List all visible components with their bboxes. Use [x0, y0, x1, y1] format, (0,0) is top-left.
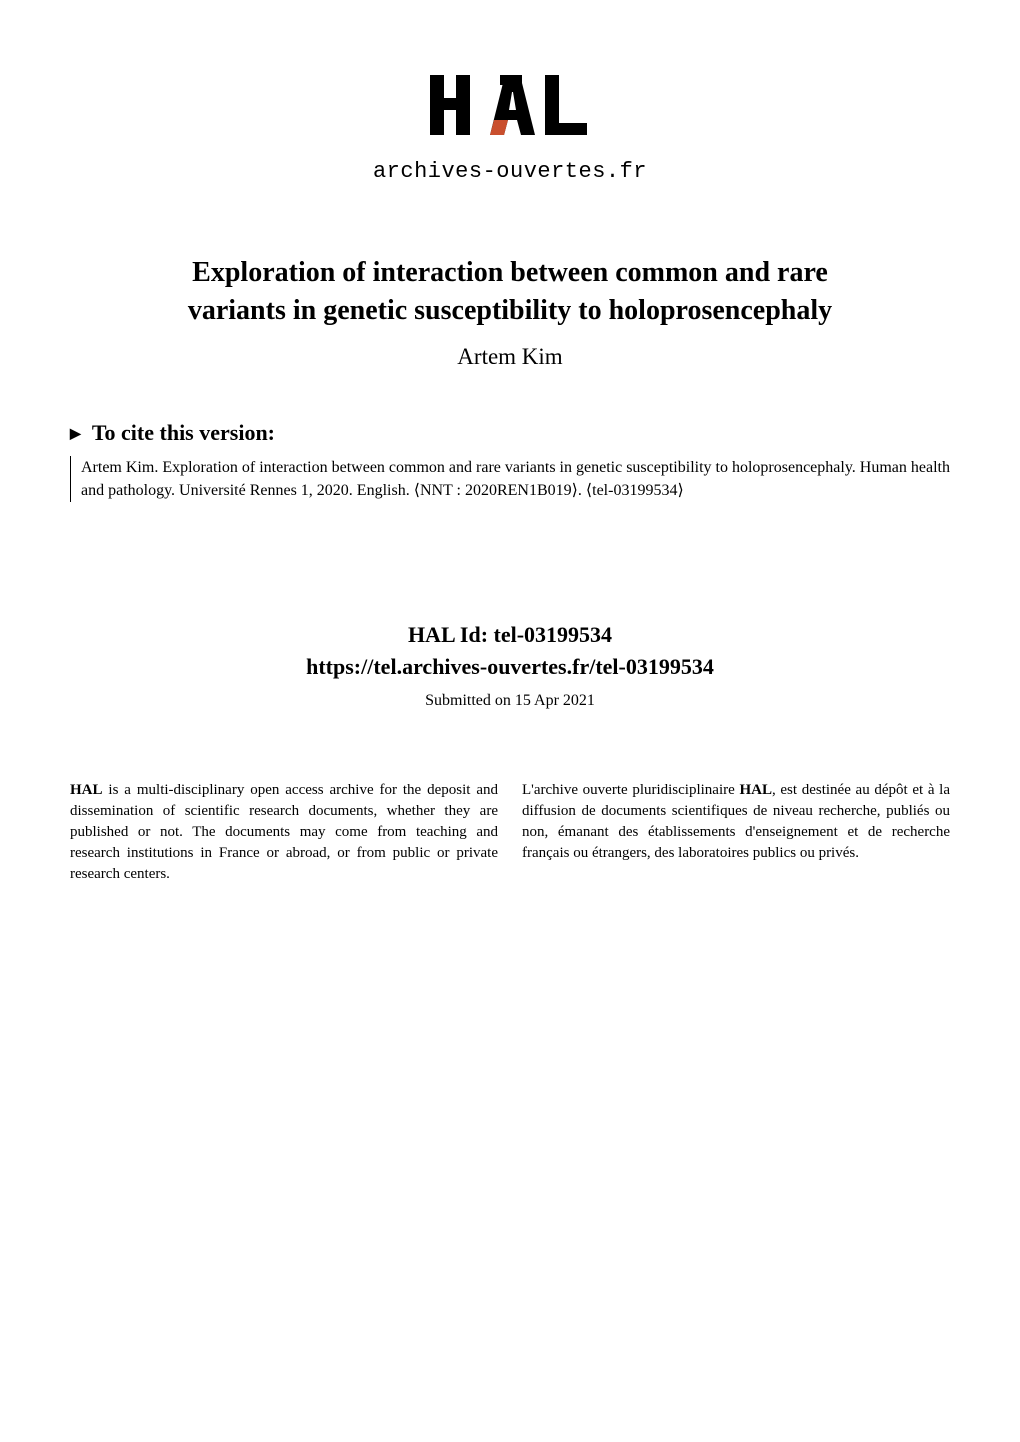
- paper-author: Artem Kim: [70, 344, 950, 370]
- citation-text: Artem Kim. Exploration of interaction be…: [70, 456, 950, 502]
- hal-logo: archives-ouvertes.fr: [373, 70, 647, 184]
- cite-header: ▶ To cite this version:: [70, 420, 950, 446]
- title-line-1: Exploration of interaction between commo…: [192, 257, 828, 288]
- desc-en-text: is a multi-disciplinary open access arch…: [70, 782, 498, 882]
- logo-subtitle: archives-ouvertes.fr: [373, 159, 647, 184]
- description-english: HAL is a multi-disciplinary open access …: [70, 780, 498, 885]
- hal-url: https://tel.archives-ouvertes.fr/tel-031…: [70, 654, 950, 680]
- title-section: Exploration of interaction between commo…: [70, 254, 950, 370]
- desc-fr-prefix: L'archive ouverte pluridisciplinaire: [522, 782, 739, 798]
- description-section: HAL is a multi-disciplinary open access …: [70, 780, 950, 885]
- hal-logo-svg: [420, 70, 600, 150]
- paper-title: Exploration of interaction between commo…: [70, 254, 950, 330]
- cite-section: ▶ To cite this version: Artem Kim. Explo…: [70, 420, 950, 502]
- hal-logo-block: archives-ouvertes.fr: [70, 70, 950, 184]
- title-line-2: variants in genetic susceptibility to ho…: [188, 295, 832, 326]
- hal-bold-fr: HAL: [739, 782, 772, 798]
- submitted-date: Submitted on 15 Apr 2021: [70, 692, 950, 710]
- triangle-icon: ▶: [70, 426, 81, 443]
- hal-id-label: HAL Id: tel-03199534: [70, 622, 950, 648]
- cite-header-text: To cite this version:: [92, 420, 275, 445]
- hal-bold-en: HAL: [70, 782, 103, 798]
- hal-id-section: HAL Id: tel-03199534 https://tel.archive…: [70, 622, 950, 710]
- description-french: L'archive ouverte pluridisciplinaire HAL…: [522, 780, 950, 885]
